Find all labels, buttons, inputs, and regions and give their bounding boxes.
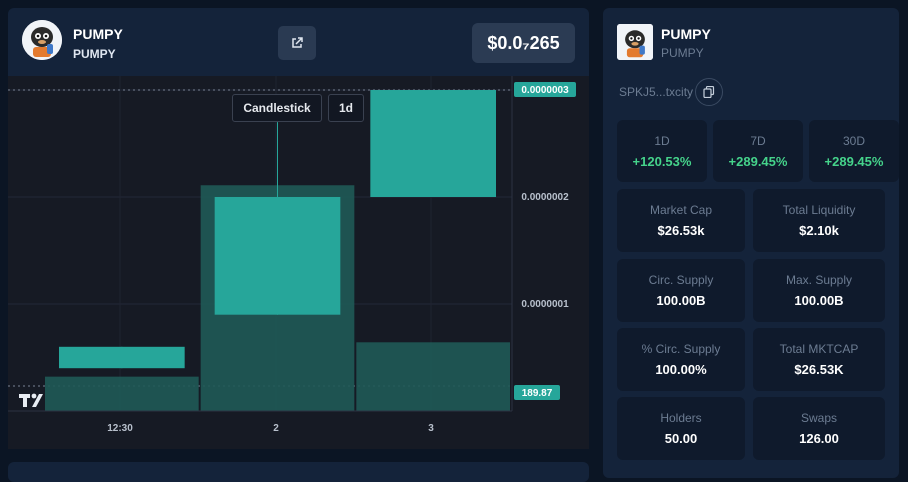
lower-panel	[8, 462, 589, 482]
period-label: 1D	[654, 133, 670, 148]
token-address: SPKJ5...txcity	[619, 85, 694, 99]
open-external-button[interactable]	[278, 26, 316, 60]
stat-card-total-liquidity: Total Liquidity $2.10k	[753, 189, 885, 252]
stat-value: 100.00B	[656, 293, 706, 308]
stat-value: $26.53k	[657, 223, 705, 238]
period-change: +289.45%	[824, 153, 884, 169]
pumpy-mascot-icon	[617, 24, 653, 60]
token-symbol: PUMPY	[73, 47, 116, 61]
time-label: 3	[428, 423, 434, 434]
stat-label: % Circ. Supply	[641, 342, 721, 356]
stat-value: 100.00B	[794, 293, 844, 308]
stat-card-swaps: Swaps 126.00	[753, 397, 885, 460]
chart-axes: 0.0000003 0.0000002 0.0000001 189.87 12:30 2 3	[8, 76, 576, 434]
price-label: 0.0000002	[521, 192, 569, 203]
candlestick-chart: 0.0000003 0.0000002 0.0000001 189.87 12:30 2 3	[8, 76, 576, 434]
price-label: 0.0000001	[521, 299, 569, 310]
stat-value: 126.00	[799, 431, 839, 446]
external-link-icon	[292, 37, 303, 48]
price-label: 0.0000003	[521, 85, 569, 96]
token-name: PUMPY	[73, 26, 123, 42]
stat-label: Total Liquidity	[782, 203, 856, 217]
stat-value: $2.10k	[799, 223, 839, 238]
stat-value: $26.53K	[794, 362, 844, 377]
token-avatar	[617, 24, 653, 60]
stat-card-max-supply: Max. Supply 100.00B	[753, 259, 885, 322]
stat-card-market-cap: Market Cap $26.53k	[617, 189, 745, 252]
volume-label-badge	[514, 385, 560, 400]
tradingview-logo[interactable]	[18, 390, 48, 415]
chart-type-button[interactable]: Candlestick	[232, 94, 322, 122]
stat-card-circ-supply: Circ. Supply 100.00B	[617, 259, 745, 322]
token-name: PUMPY	[661, 26, 711, 42]
token-info-panel: PUMPY PUMPY SPKJ5...txcity 1D +120.53% 7…	[603, 8, 899, 478]
tradingview-logo-icon	[19, 393, 43, 407]
chart-panel: PUMPY PUMPY $0.0₇265 0.0000003 0.0000002 0…	[8, 8, 589, 449]
period-label: 7D	[750, 133, 766, 148]
stat-label: Holders	[660, 411, 702, 425]
candle-body	[214, 197, 341, 315]
stat-value: 100.00%	[655, 362, 707, 377]
stat-label: Circ. Supply	[648, 273, 714, 287]
period-change: +120.53%	[632, 153, 692, 169]
price-label-badge	[514, 82, 576, 97]
price-display: $0.0₇265	[472, 23, 575, 63]
stat-card-holders: Holders 50.00	[617, 397, 745, 460]
candle-body	[370, 90, 496, 197]
period-card-7d: 7D +289.45%	[713, 120, 803, 182]
candles	[59, 90, 496, 369]
period-card-30d: 30D +289.45%	[809, 120, 899, 182]
token-symbol: PUMPY	[661, 46, 704, 60]
stat-card-circ-supply-percent: % Circ. Supply 100.00%	[617, 328, 745, 391]
interval-button[interactable]: 1d	[328, 94, 364, 122]
time-label: 12:30	[107, 423, 133, 434]
period-change: +289.45%	[728, 153, 788, 169]
copy-icon	[703, 86, 715, 98]
stat-label: Max. Supply	[785, 273, 853, 287]
token-avatar	[22, 20, 62, 60]
volume-bar	[356, 342, 510, 411]
stat-label: Swaps	[800, 411, 838, 425]
volume-label: 189.87	[522, 388, 553, 399]
price-chart[interactable]: 0.0000003 0.0000002 0.0000001 189.87 12:30 2 3…	[8, 76, 589, 449]
stat-label: Market Cap	[649, 203, 713, 217]
stat-value: 50.00	[664, 431, 698, 446]
stat-card-total-mktcap: Total MKTCAP $26.53K	[753, 328, 885, 391]
candle-body	[59, 346, 185, 369]
pumpy-mascot-icon	[22, 20, 62, 60]
volume-bar	[45, 376, 199, 411]
time-label: 2	[273, 423, 279, 434]
copy-address-button[interactable]	[695, 78, 723, 106]
period-label: 30D	[842, 133, 865, 148]
stat-label: Total MKTCAP	[779, 342, 859, 356]
period-card-1d: 1D +120.53%	[617, 120, 707, 182]
